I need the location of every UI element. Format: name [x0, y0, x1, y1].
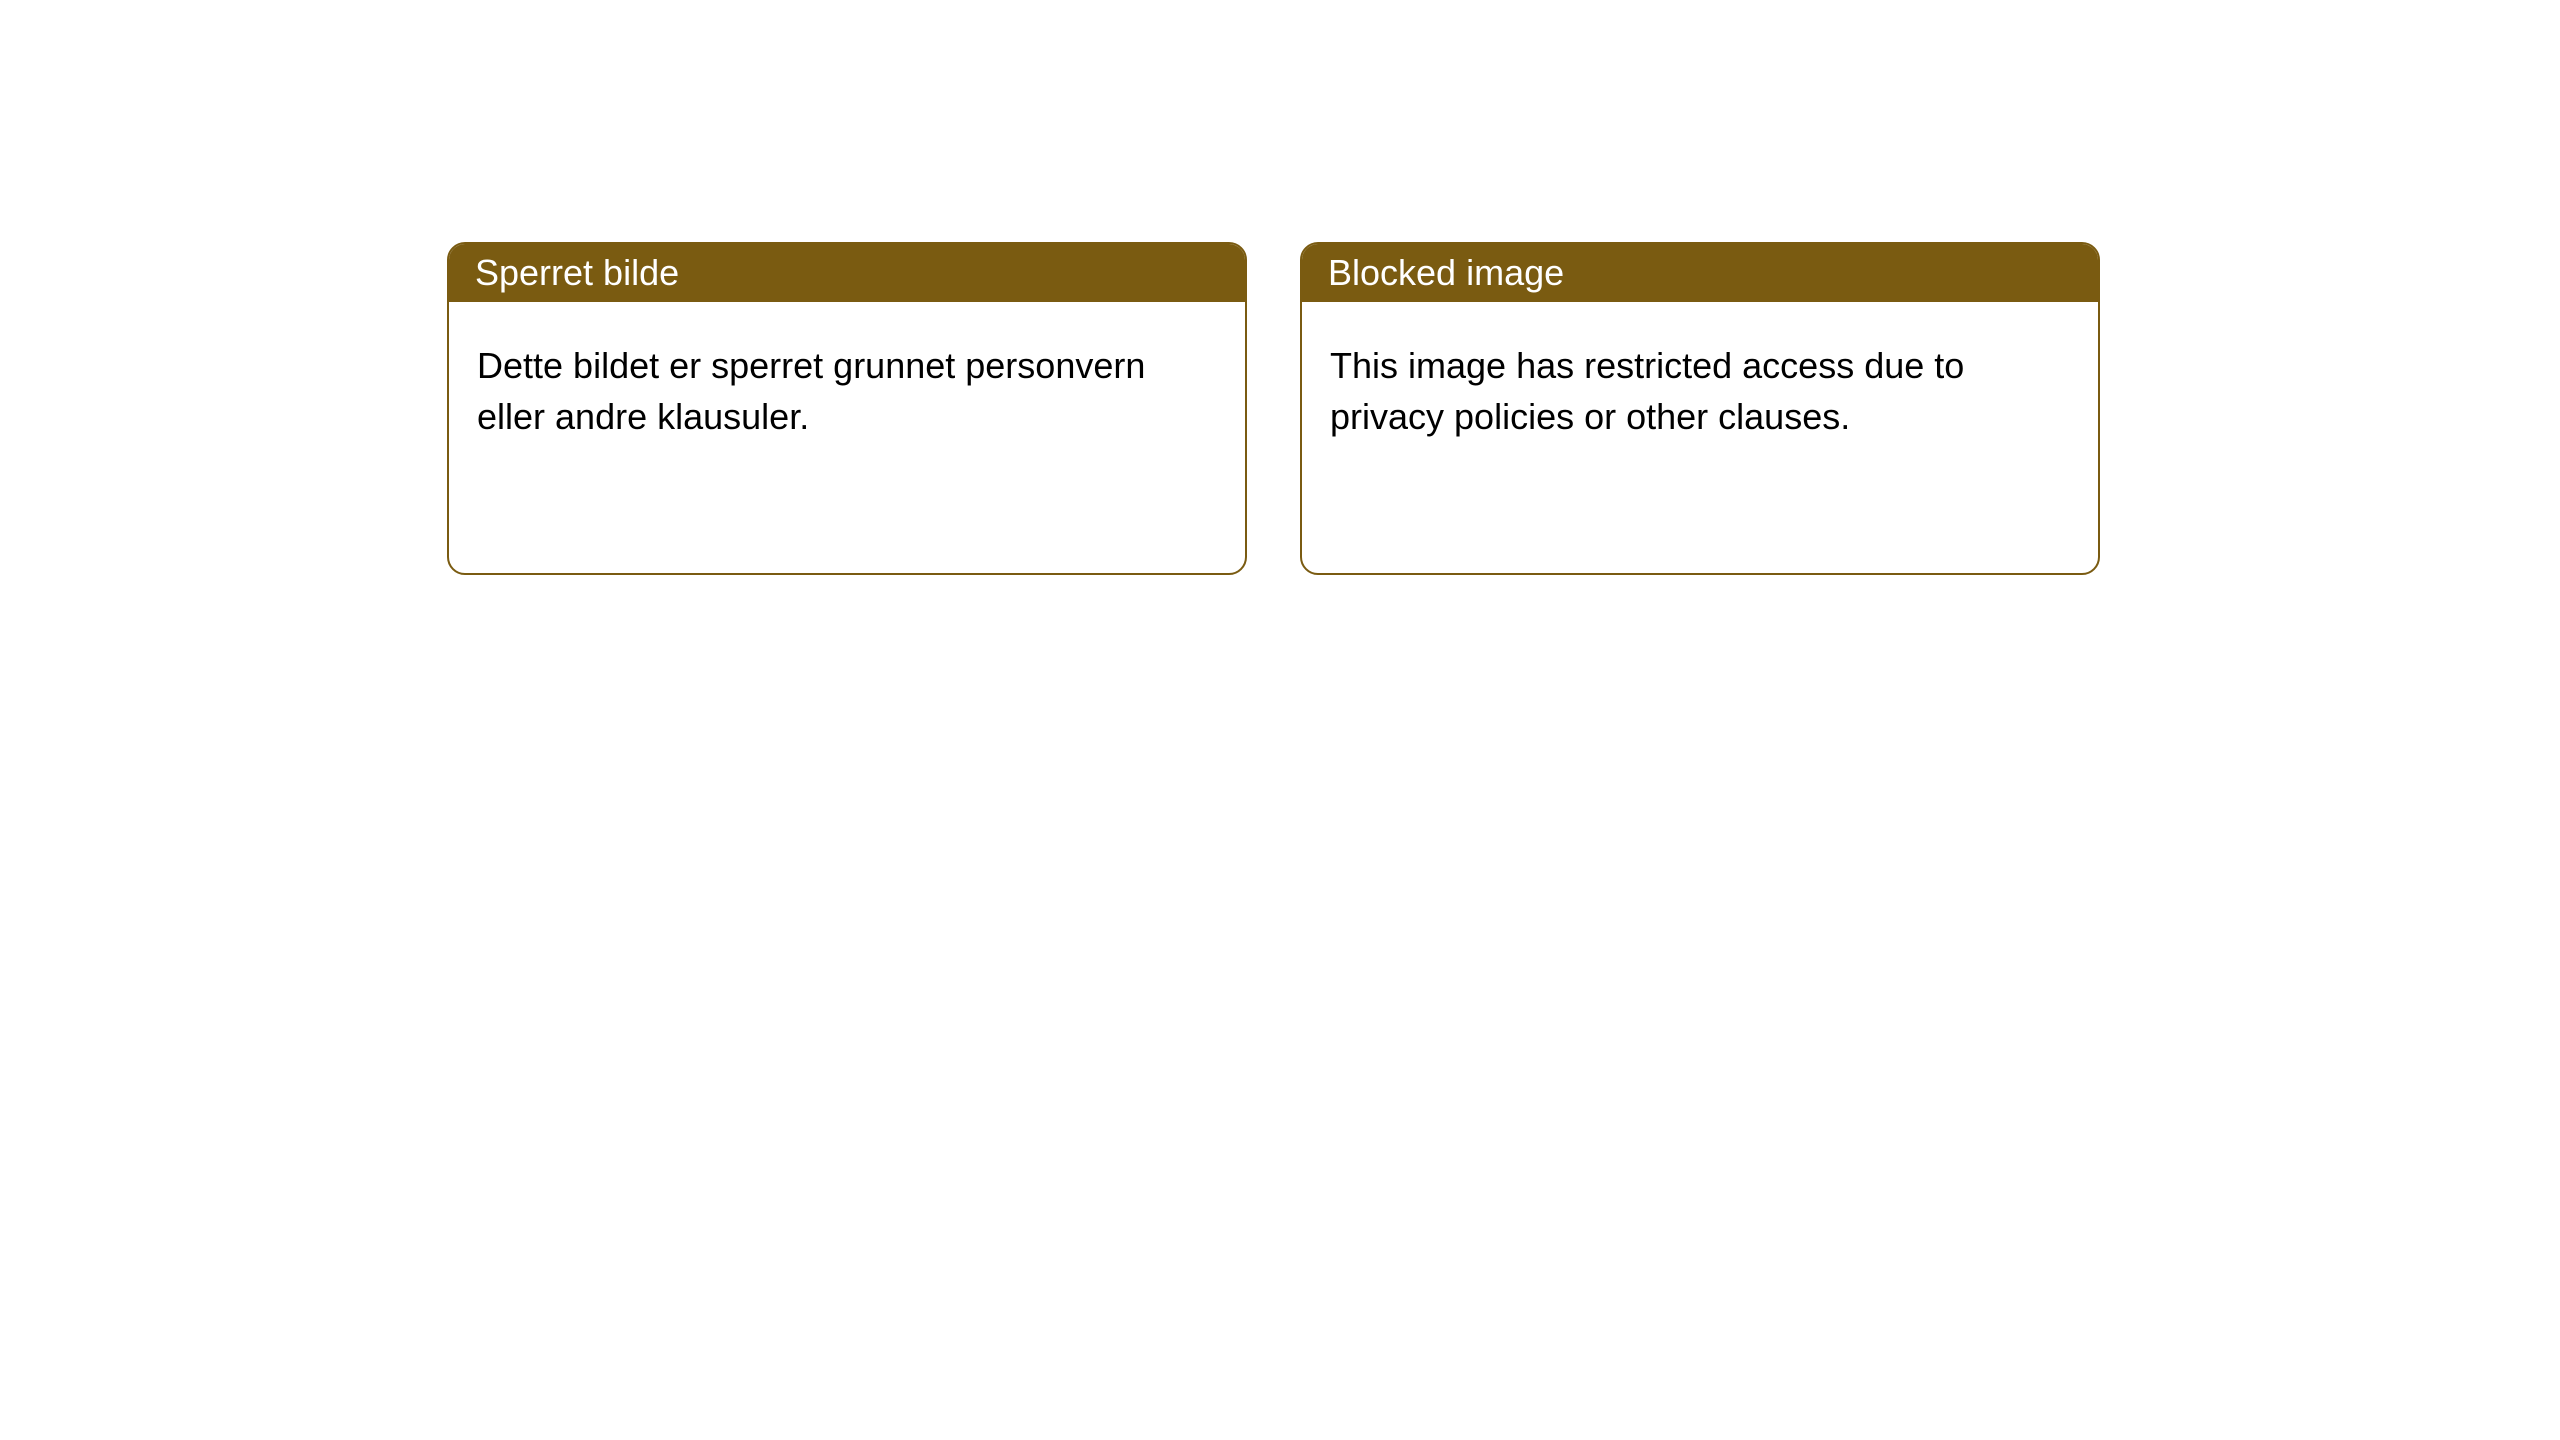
card-header: Sperret bilde [449, 244, 1245, 302]
card-title: Sperret bilde [475, 252, 679, 294]
card-header: Blocked image [1302, 244, 2098, 302]
card-message: Dette bildet er sperret grunnet personve… [477, 345, 1145, 437]
notice-card-norwegian: Sperret bilde Dette bildet er sperret gr… [447, 242, 1247, 575]
notice-container: Sperret bilde Dette bildet er sperret gr… [0, 0, 2560, 575]
card-title: Blocked image [1328, 252, 1564, 294]
card-message: This image has restricted access due to … [1330, 345, 1964, 437]
notice-card-english: Blocked image This image has restricted … [1300, 242, 2100, 575]
card-body: This image has restricted access due to … [1302, 302, 2098, 480]
card-body: Dette bildet er sperret grunnet personve… [449, 302, 1245, 480]
